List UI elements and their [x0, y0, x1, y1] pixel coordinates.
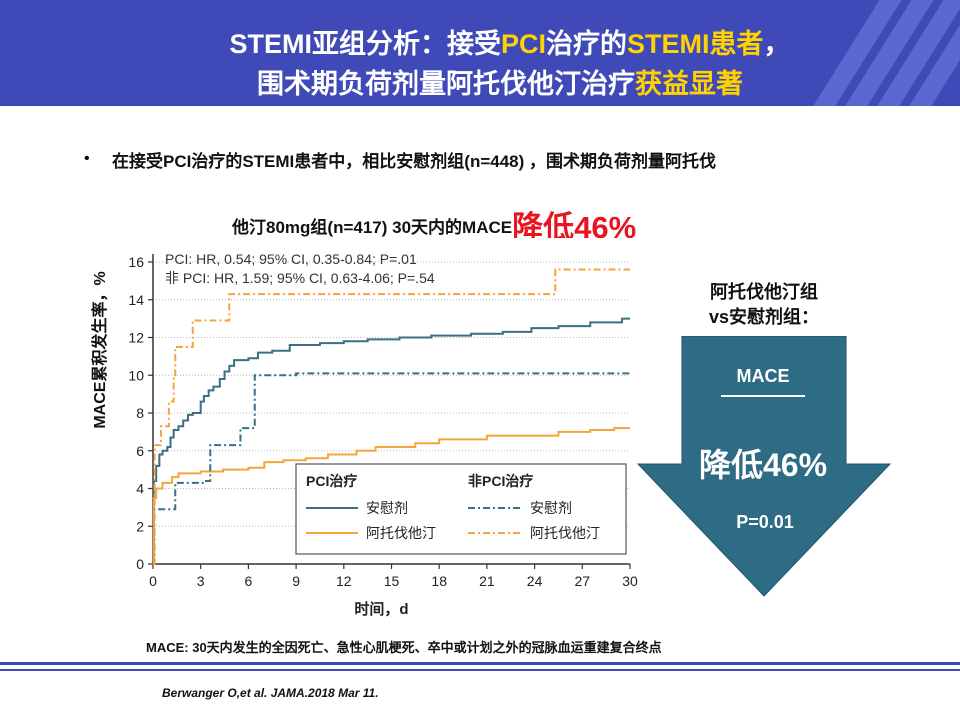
y-tick-label: 6 [136, 443, 144, 459]
x-tick-label: 15 [384, 573, 400, 589]
x-tick-label: 0 [149, 573, 157, 589]
x-tick-label: 6 [245, 573, 253, 589]
footer-rule [0, 662, 960, 665]
y-tick-label: 12 [128, 330, 144, 346]
series-line-pci-placebo [152, 317, 630, 565]
arrow-reduction: 降低46% [698, 447, 828, 483]
footnote: MACE: 30天内发生的全因死亡、急性心肌梗死、卒中或计划之外的冠脉血运重建复… [146, 640, 662, 655]
x-tick-label: 27 [575, 573, 591, 589]
x-tick-label: 9 [292, 573, 300, 589]
y-tick-label: 16 [128, 254, 144, 270]
x-tick-label: 18 [431, 573, 447, 589]
y-tick-label: 10 [128, 367, 144, 383]
title-banner: STEMI亚组分析：接受PCI治疗的STEMI患者， 围术期负荷剂量阿托伐他汀治… [0, 0, 960, 106]
x-tick-label: 12 [336, 573, 352, 589]
x-axis-label: 时间，d [354, 600, 408, 618]
y-tick-label: 14 [128, 292, 144, 308]
footer-rule [0, 669, 960, 671]
series-line-non-placebo [153, 372, 630, 565]
bullet-text-line2: 他汀80mg组(n=417) 30天内的MACE降低46% [232, 210, 637, 245]
legend-label-pci-placebo: 安慰剂 [366, 500, 408, 516]
bullet-text-line1: 在接受PCI治疗的STEMI患者中，相比安慰剂组(n=448) ，围术期负荷剂量… [112, 152, 717, 171]
series-line-non-atorva [153, 268, 630, 565]
page-title-line1: STEMI亚组分析：接受PCI治疗的STEMI患者， [229, 29, 791, 59]
legend-group-pci: PCI治疗 [306, 473, 357, 489]
citation: Berwanger O,et al. JAMA.2018 Mar 11. [162, 686, 379, 700]
bullet-marker: • [84, 150, 90, 167]
x-tick-label: 24 [527, 573, 543, 589]
series-line-pci-atorva [152, 427, 630, 565]
y-tick-label: 4 [136, 481, 144, 497]
legend-label-non-placebo: 安慰剂 [530, 500, 572, 516]
x-tick-label: 21 [479, 573, 495, 589]
hr-annotation: PCI: HR, 0.54; 95% CI, 0.35-0.84; P=.01 [165, 251, 417, 267]
legend-group-non-pci: 非PCI治疗 [468, 473, 533, 489]
arrow-polygon [636, 336, 892, 597]
y-tick-label: 0 [136, 556, 144, 572]
x-tick-label: 30 [622, 573, 638, 589]
arrow-pvalue: P=0.01 [736, 512, 794, 532]
legend-label-non-atorva: 阿托伐他汀 [530, 525, 600, 541]
y-tick-label: 2 [136, 518, 144, 534]
chart-background [118, 238, 648, 630]
y-axis-label: MACE累积发生率，% [92, 271, 109, 429]
arrow-mace-label: MACE [736, 366, 790, 386]
page-title-line2: 围术期负荷剂量阿托伐他汀治疗获益显著 [257, 69, 743, 99]
arrow-divider [721, 395, 805, 397]
x-tick-label: 3 [197, 573, 205, 589]
down-arrow-shape [636, 336, 892, 597]
hr-annotation: 非 PCI: HR, 1.59; 95% CI, 0.63-4.06; P=.5… [165, 270, 435, 286]
legend-label-pci-atorva: 阿托伐他汀 [366, 525, 436, 541]
arrow-title: 阿托伐他汀组 vs安慰剂组： [708, 282, 820, 327]
y-tick-label: 8 [136, 405, 144, 421]
